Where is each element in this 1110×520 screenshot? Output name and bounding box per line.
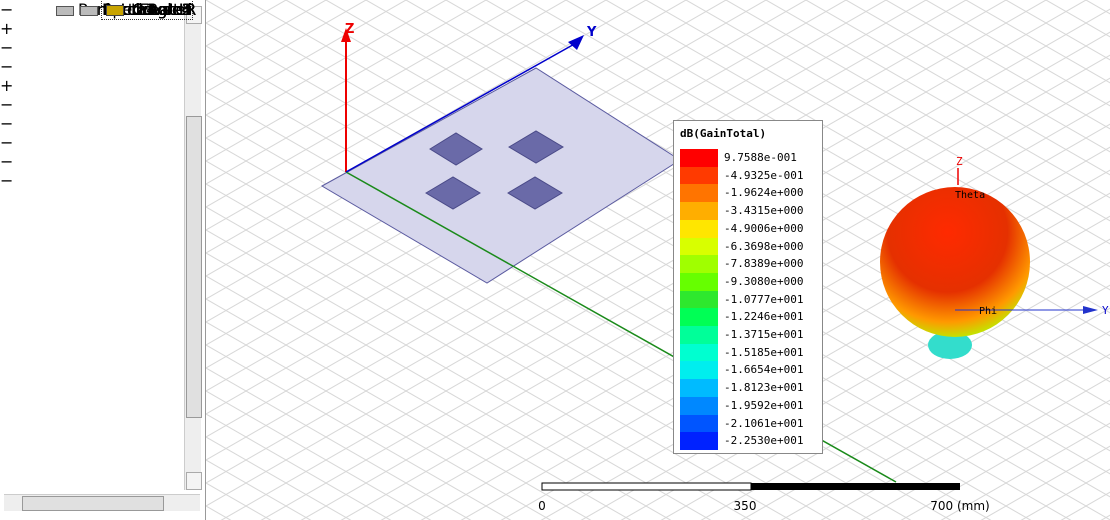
- scroll-thumb[interactable]: [186, 116, 202, 418]
- legend-value: 9.7588e-001: [724, 151, 797, 164]
- legend-swatch: [680, 344, 718, 362]
- legend-value: -2.1061e+001: [724, 417, 803, 430]
- z-label: Z: [345, 22, 354, 37]
- legend-swatch: [680, 415, 718, 433]
- y-label: Y: [586, 25, 597, 40]
- folder-icon: [80, 6, 98, 16]
- legend-swatch: [680, 326, 718, 344]
- legend-swatch: [680, 432, 718, 450]
- legend-value: -9.3080e+000: [724, 275, 803, 288]
- scale-label: 0: [538, 499, 546, 513]
- legend-value: -1.9624e+000: [724, 186, 803, 199]
- legend-swatch: [680, 308, 718, 326]
- tree-item[interactable]: +Rectangle5: [0, 76, 184, 95]
- legend-entry: -1.9592e+001: [680, 397, 820, 414]
- legend-swatch: [680, 255, 718, 273]
- legend-swatch: [680, 397, 718, 415]
- legend-value: -1.2246e+001: [724, 310, 803, 323]
- legend-value: -1.0777e+001: [724, 293, 803, 306]
- viewport: Z Y 0 350 700 (mm) Z Theta Phi Y: [206, 0, 1110, 520]
- legend-entry: -2.1061e+001: [680, 415, 820, 432]
- legend-swatch: [680, 273, 718, 291]
- legend-entry: -3.4315e+000: [680, 202, 820, 219]
- tree-item[interactable]: +Rectangle2: [0, 19, 184, 38]
- legend-entry: 9.7588e-001: [680, 149, 820, 166]
- expander[interactable]: −: [0, 152, 184, 171]
- legend-swatch: [680, 379, 718, 397]
- expander[interactable]: −: [0, 57, 184, 76]
- tree-item[interactable]: −Perfect E: [0, 95, 184, 114]
- scale-label: 350: [734, 499, 757, 513]
- legend-entry: -9.3080e+000: [680, 273, 820, 290]
- legend-swatch: [680, 291, 718, 309]
- tree-item[interactable]: −Patch2: [0, 133, 184, 152]
- horizontal-scrollbar: [4, 494, 200, 511]
- legend-value: -1.5185e+001: [724, 346, 803, 359]
- legend-value: -4.9325e-001: [724, 169, 803, 182]
- legend-entry: -7.8389e+000: [680, 255, 820, 272]
- legend-entry: -1.5185e+001: [680, 344, 820, 361]
- legend-entry: -1.8123e+001: [680, 379, 820, 396]
- legend-value: -4.9006e+000: [724, 222, 803, 235]
- legend-swatch: [680, 149, 718, 167]
- expander[interactable]: +: [0, 76, 184, 95]
- pattern-z-label: Z: [956, 155, 963, 168]
- legend-entry: -1.2246e+001: [680, 308, 820, 325]
- legend-value: -1.3715e+001: [724, 328, 803, 341]
- legend-swatch: [680, 220, 718, 238]
- legend-value: -7.8389e+000: [724, 257, 803, 270]
- legend-value: -3.4315e+000: [724, 204, 803, 217]
- legend-entry: -4.9325e-001: [680, 167, 820, 184]
- scale-label: 700 (mm): [930, 499, 989, 513]
- scale-bar-white: [542, 483, 751, 490]
- legend-swatch: [680, 361, 718, 379]
- legend-swatch: [680, 238, 718, 256]
- legend-entry: -2.2530e+001: [680, 432, 820, 449]
- tree-label: CoverLi: [132, 0, 192, 19]
- legend-swatch: [680, 167, 718, 185]
- tree-item[interactable]: −Patch3: [0, 152, 184, 171]
- scale-bar-black: [751, 483, 960, 490]
- expander[interactable]: −: [0, 38, 184, 57]
- legend-title: dB(GainTotal): [680, 127, 766, 140]
- legend-entry: -1.6654e+001: [680, 361, 820, 378]
- legend-entry: -6.3698e+000: [680, 238, 820, 255]
- legend-entry: -1.3715e+001: [680, 326, 820, 343]
- legend-swatch: [680, 202, 718, 220]
- legend-swatch: [680, 184, 718, 202]
- scroll-thumb-h[interactable]: [22, 496, 164, 511]
- phi-label: Phi: [979, 306, 997, 317]
- legend-entry: -1.9624e+000: [680, 184, 820, 201]
- legend-value: -6.3698e+000: [724, 240, 803, 253]
- expander[interactable]: −: [0, 95, 184, 114]
- page: {"tree": {"items": ["Lumped Port", "Rect…: [0, 0, 1110, 520]
- legend-value: -1.6654e+001: [724, 363, 803, 376]
- legend-entry: -4.9006e+000: [680, 220, 820, 237]
- pattern-y-label: Y: [1102, 304, 1109, 317]
- expander[interactable]: +: [0, 19, 184, 38]
- tree-item[interactable]: −Rectangle3: [0, 38, 184, 57]
- op-icon: [106, 5, 124, 16]
- tree-item[interactable]: −Rectangle4: [0, 57, 184, 76]
- expander[interactable]: −: [0, 171, 184, 190]
- expander[interactable]: −: [0, 114, 184, 133]
- legend-value: -1.8123e+001: [724, 381, 803, 394]
- tree-item[interactable]: −Patch1: [0, 114, 184, 133]
- vertical-scrollbar: [184, 6, 201, 490]
- theta-label: Theta: [955, 190, 985, 201]
- expander[interactable]: −: [0, 133, 184, 152]
- pattern-body: [880, 187, 1030, 337]
- tree-item[interactable]: −Patch4: [0, 171, 184, 190]
- legend: dB(GainTotal) 9.7588e-001 -4.9325e-001 -1.…: [673, 120, 823, 454]
- legend-entry: -1.0777e+001: [680, 291, 820, 308]
- scroll-down[interactable]: [186, 472, 202, 490]
- legend-value: -1.9592e+001: [724, 399, 803, 412]
- legend-value: -2.2530e+001: [724, 434, 803, 447]
- folder-icon: [56, 6, 74, 16]
